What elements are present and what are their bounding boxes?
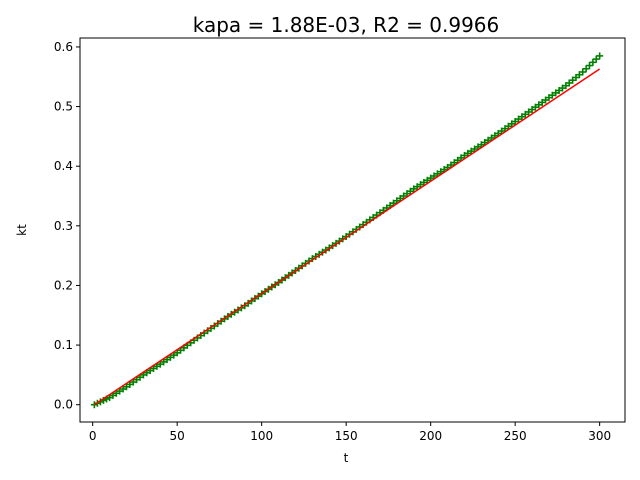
scatter-marker	[592, 55, 600, 63]
fit-line	[93, 68, 601, 406]
scatter-marker	[579, 68, 587, 76]
plot-area	[90, 52, 604, 409]
y-tick-label: 0.5	[54, 100, 73, 114]
axes-frame	[79, 37, 626, 423]
x-tick-label: 200	[419, 429, 442, 443]
scatter-marker	[586, 62, 594, 70]
scatter-marker	[582, 65, 590, 73]
scatter-marker	[589, 58, 597, 66]
x-tick-label: 0	[89, 429, 97, 443]
y-tick-label: 0.2	[54, 278, 73, 292]
scatter-marker	[596, 52, 604, 60]
x-tick-label: 50	[170, 429, 185, 443]
y-tick-label: 0.6	[54, 40, 73, 54]
y-axis-label: kt	[15, 224, 29, 236]
x-tick-label: 250	[504, 429, 527, 443]
x-axis-ticks: 0 50 100 150 200 250 300	[89, 422, 611, 443]
x-tick-label: 150	[335, 429, 358, 443]
y-tick-label: 0.0	[54, 398, 73, 412]
x-tick-label: 100	[250, 429, 273, 443]
x-axis-label: t	[344, 451, 349, 465]
chart-title: kapa = 1.88E-03, R2 = 0.9966	[193, 13, 500, 37]
y-tick-label: 0.4	[54, 159, 73, 173]
y-axis-ticks: 0.0 0.1 0.2 0.3 0.4 0.5 0.6	[54, 40, 80, 412]
y-tick-label: 0.3	[54, 219, 73, 233]
x-tick-label: 300	[588, 429, 611, 443]
y-tick-label: 0.1	[54, 338, 73, 352]
